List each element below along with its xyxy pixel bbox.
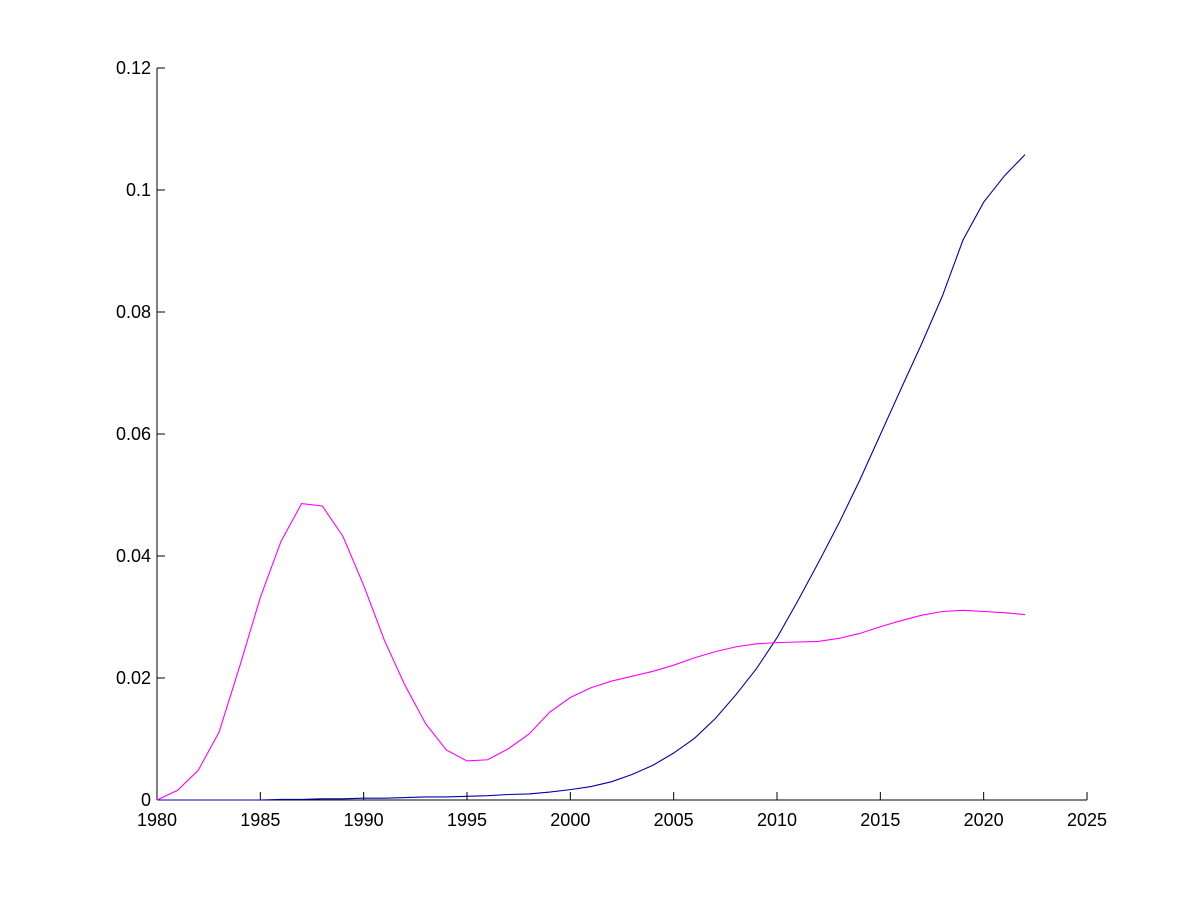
x-tick-label: 2020 xyxy=(964,810,1004,830)
chart-series xyxy=(156,154,1026,801)
y-tick-label: 0.06 xyxy=(116,424,151,444)
y-tick-label: 0.1 xyxy=(126,180,151,200)
y-tick-label: 0.12 xyxy=(116,58,151,78)
x-tick-label: 2010 xyxy=(757,810,797,830)
y-tick-label: 0.02 xyxy=(116,668,151,688)
series-line-1 xyxy=(157,154,1026,801)
series-line-2 xyxy=(156,502,1026,801)
y-tick-label: 0.04 xyxy=(116,546,151,566)
x-tick-label: 2005 xyxy=(654,810,694,830)
y-tick-label: 0 xyxy=(141,790,151,810)
x-tick-label: 1985 xyxy=(240,810,280,830)
x-tick-label: 1980 xyxy=(137,810,177,830)
x-tick-label: 1995 xyxy=(447,810,487,830)
x-tick-label: 1990 xyxy=(344,810,384,830)
x-tick-label: 2015 xyxy=(860,810,900,830)
chart-axes: 1980 1985 1990 1995 2000 2005 2010 2015 2020 2025… xyxy=(116,58,1107,830)
x-tick-label: 2025 xyxy=(1067,810,1107,830)
y-tick-label: 0.08 xyxy=(116,302,151,322)
x-tick-label: 2000 xyxy=(550,810,590,830)
